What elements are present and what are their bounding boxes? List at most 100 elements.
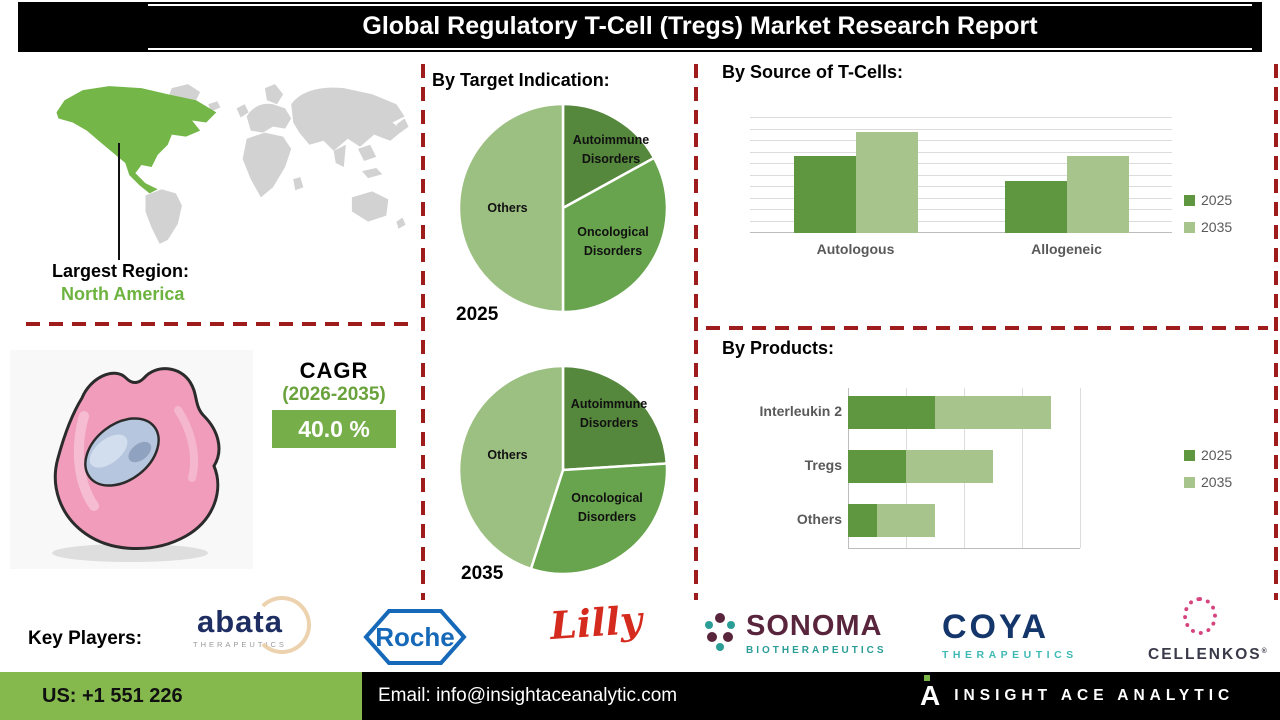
coya-name: COYA <box>942 608 1050 646</box>
source-legend: 2025 2035 <box>1184 192 1232 235</box>
source-category-labels: Autologous Allogeneic <box>750 241 1172 257</box>
gridline <box>750 209 1172 210</box>
divider-horizontal-right <box>706 326 1268 330</box>
gridline <box>750 232 1172 233</box>
legend-swatch-2025 <box>1184 194 1195 206</box>
source-chart-plot <box>750 117 1172 233</box>
legend-item-2025: 2025 <box>1184 447 1232 463</box>
product-label-interleukin2: Interleukin 2 <box>759 403 842 419</box>
pie-slice <box>561 156 669 314</box>
map-north-america-highlight <box>56 86 217 194</box>
bar-2035 <box>855 131 918 233</box>
gridline <box>750 140 1172 141</box>
product-label-tregs: Tregs <box>804 457 842 473</box>
cellenkos-ring-icon <box>1183 597 1217 635</box>
footer-email: Email: info@insightaceanalytic.com <box>378 685 678 706</box>
cellenkos-registered-mark: ® <box>1261 647 1269 655</box>
footer-contact-bar: Email: info@insightaceanalytic.com A INS… <box>362 672 1280 720</box>
footer-phone-bar: US: +1 551 226 <box>0 672 362 720</box>
bar-row-others <box>848 504 1080 537</box>
legend-item-2035: 2035 <box>1184 219 1232 235</box>
pie-slice <box>457 102 565 314</box>
bar-row-interleukin-2 <box>848 396 1080 429</box>
section-title-products: By Products: <box>722 338 835 358</box>
source-category-allogeneic: Allogeneic <box>1031 241 1102 257</box>
sonoma-name: SONOMA <box>746 610 883 642</box>
bar-segment-2035 <box>935 396 1051 429</box>
cagr-value-badge: 40.0 % <box>272 410 396 448</box>
products-plot <box>848 388 1081 549</box>
legend-swatch-2025 <box>1184 449 1195 461</box>
bar-row-tregs <box>848 450 1080 483</box>
title-bar: Global Regulatory T-Cell (Tregs) Market … <box>18 2 1262 52</box>
section-title-target-indication: By Target Indication: <box>432 70 610 90</box>
player-logo-sonoma: SONOMA BIOTHERAPEUTICS <box>702 612 887 656</box>
gridline <box>1080 388 1081 548</box>
bar-2025 <box>1004 181 1067 233</box>
legend-label-2025: 2025 <box>1201 447 1233 463</box>
gridline <box>750 220 1172 222</box>
pie-2035-label-others: Others <box>487 448 528 462</box>
products-legend: 2025 2035 <box>1184 447 1232 490</box>
divider-vertical-2 <box>694 64 698 600</box>
cagr-label: CAGR <box>299 358 369 383</box>
bar-2025 <box>793 155 856 233</box>
region-pointer-line <box>118 143 120 260</box>
bar-group-autologous <box>750 118 961 233</box>
legend-label-2035: 2035 <box>1201 219 1233 235</box>
divider-vertical-right-edge <box>1274 64 1278 600</box>
gridline <box>750 197 1172 199</box>
cell-nucleus <box>84 417 160 487</box>
abata-name: abata <box>196 604 283 639</box>
sonoma-dots-icon <box>705 613 735 651</box>
coya-tagline: THERAPEUTICS <box>942 649 1078 661</box>
pie-2025-label-others: Others <box>487 201 528 215</box>
treg-cell-illustration <box>52 367 221 562</box>
sonoma-tagline: BIOTHERAPEUTICS <box>746 645 887 656</box>
bar-segment-2035 <box>906 450 993 483</box>
divider-vertical-1 <box>421 64 425 600</box>
treg-cell-card <box>10 350 253 569</box>
player-logo-roche: Roche <box>363 608 467 666</box>
abata-tagline: THERAPEUTICS <box>193 640 287 649</box>
bar-segment-2025 <box>848 396 935 429</box>
pie-2035-label-oncological: Oncological Disorders <box>571 491 643 524</box>
legend-item-2035: 2035 <box>1184 474 1232 490</box>
pie-chart-2025 <box>456 101 670 315</box>
gridline <box>750 174 1172 176</box>
pie-slice <box>561 364 669 472</box>
player-logo-coya: COYA THERAPEUTICS <box>942 610 1078 661</box>
legend-label-2025: 2025 <box>1201 192 1233 208</box>
gridline <box>750 186 1172 187</box>
brand-monogram-icon: A <box>920 675 941 711</box>
cagr-period: (2026-2035) <box>282 384 386 405</box>
gridline <box>750 163 1172 164</box>
pie-2025-label-oncological: Oncological Disorders <box>577 225 649 258</box>
pie-2035-label-autoimmune: Autoimmune Disorders <box>570 397 648 430</box>
pie-year-2035: 2035 <box>461 563 504 584</box>
abata-swirl-icon <box>253 596 311 654</box>
largest-region-value: North America <box>61 284 185 304</box>
cellenkos-name: CELLENKOS® <box>1148 646 1267 664</box>
bar-segment-2035 <box>877 504 935 537</box>
legend-swatch-2035 <box>1184 476 1195 488</box>
product-label-others: Others <box>796 511 842 527</box>
map-continents <box>145 84 409 244</box>
roche-name: Roche <box>375 621 455 652</box>
roche-hexagon-icon <box>363 609 467 665</box>
player-logo-lilly: Lilly <box>548 596 644 649</box>
gridline <box>750 151 1172 153</box>
pie-slice <box>457 364 565 571</box>
pie-slice <box>561 102 656 211</box>
cellenkos-text: CELLENKOS <box>1148 646 1262 663</box>
largest-region-label: Largest Region: <box>52 261 190 281</box>
source-category-autologous: Autologous <box>816 241 895 257</box>
footer-phone: US: +1 551 226 <box>42 685 183 707</box>
section-title-source: By Source of T-Cells: <box>722 62 904 82</box>
legend-swatch-2035 <box>1184 221 1195 233</box>
legend-label-2035: 2035 <box>1201 474 1233 490</box>
world-map-image <box>56 84 409 244</box>
pie-year-2025: 2025 <box>456 304 499 325</box>
player-logo-abata: abata THERAPEUTICS <box>193 596 311 654</box>
